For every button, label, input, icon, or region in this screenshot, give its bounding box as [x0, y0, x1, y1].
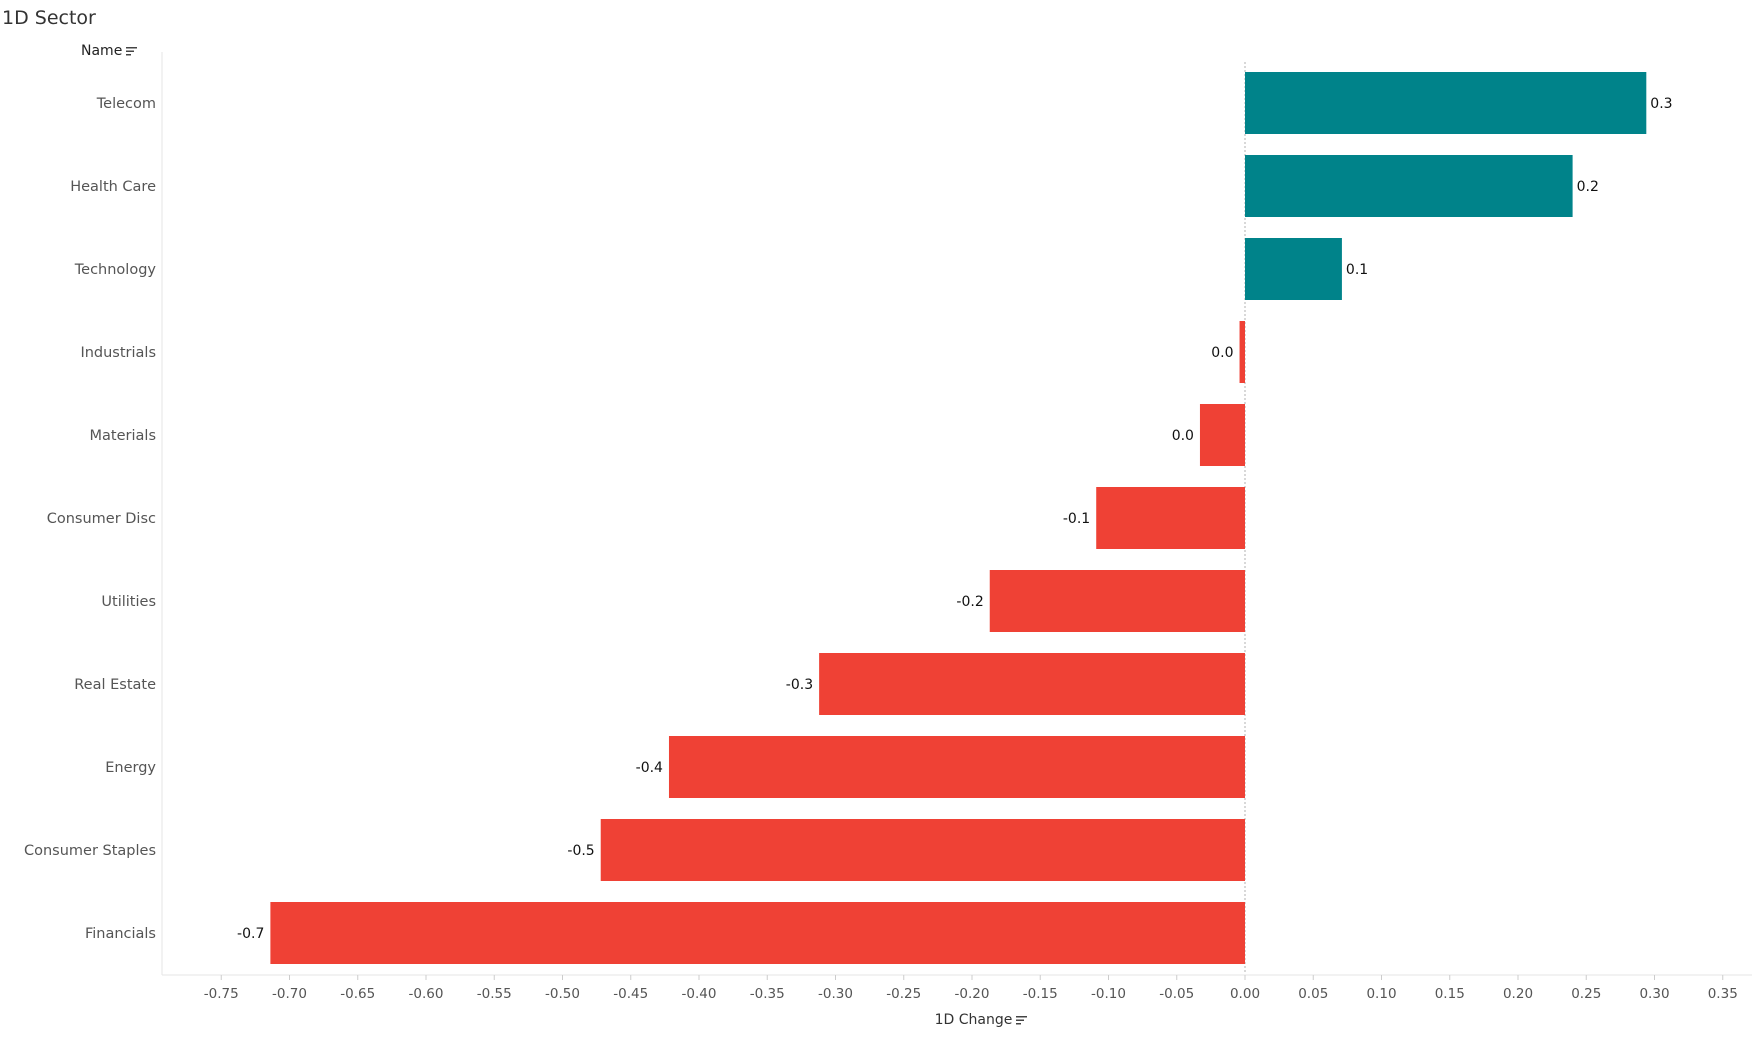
data-label: 0.2 [1577, 179, 1599, 195]
data-label: -0.5 [567, 843, 594, 859]
bar[interactable] [1199, 404, 1245, 466]
category-label: Health Care [70, 179, 156, 195]
category-label: Energy [105, 760, 156, 776]
x-tick-label: -0.10 [1091, 986, 1126, 1002]
bar[interactable] [270, 902, 1245, 964]
category-label: Consumer Staples [24, 843, 156, 859]
bar[interactable] [1245, 238, 1342, 300]
x-tick-label: 0.15 [1435, 986, 1465, 1002]
x-tick-label: -0.60 [409, 986, 444, 1002]
row-header-label: Name [81, 43, 123, 59]
data-label: -0.2 [956, 594, 983, 610]
x-tick-label: -0.70 [272, 986, 307, 1002]
data-label: -0.1 [1063, 511, 1090, 527]
data-label: -0.3 [786, 677, 813, 693]
x-tick-label: -0.40 [682, 986, 717, 1002]
x-tick-label: 0.10 [1366, 986, 1396, 1002]
data-label: 0.0 [1172, 428, 1194, 444]
category-label: Materials [90, 428, 156, 444]
x-tick-label: -0.15 [1023, 986, 1058, 1002]
x-tick-label: 0.05 [1298, 986, 1328, 1002]
bar[interactable] [600, 819, 1245, 881]
category-label: Telecom [96, 96, 156, 112]
x-tick-label: -0.50 [545, 986, 580, 1002]
category-label: Real Estate [74, 677, 156, 693]
x-tick-label: -0.45 [613, 986, 648, 1002]
x-tick-label: -0.25 [886, 986, 921, 1002]
data-label: -0.7 [237, 926, 264, 942]
x-tick-label: -0.30 [818, 986, 853, 1002]
sort-icon[interactable] [1016, 1015, 1028, 1025]
category-label: Industrials [80, 345, 156, 361]
data-label: 0.3 [1650, 96, 1672, 112]
bar[interactable] [819, 653, 1245, 715]
category-label: Utilities [101, 594, 156, 610]
x-tick-label: -0.35 [750, 986, 785, 1002]
category-label: Consumer Disc [47, 511, 156, 527]
bar[interactable] [989, 570, 1245, 632]
x-axis-title-group[interactable]: 1D Change [935, 1012, 1028, 1028]
sort-icon[interactable] [126, 46, 138, 56]
row-header[interactable]: Name [81, 43, 138, 59]
data-label: 0.0 [1211, 345, 1233, 361]
x-tick-label: 0.30 [1639, 986, 1669, 1002]
x-tick-label: -0.20 [955, 986, 990, 1002]
bar[interactable] [1245, 72, 1647, 134]
category-label: Financials [85, 926, 156, 942]
data-label: 0.1 [1346, 262, 1368, 278]
x-tick-label: 0.35 [1708, 986, 1738, 1002]
x-axis-title: 1D Change [934, 1012, 1013, 1028]
bar[interactable] [1245, 155, 1573, 217]
x-tick-label: -0.55 [477, 986, 512, 1002]
bar[interactable] [1096, 487, 1245, 549]
x-tick-label: 0.00 [1230, 986, 1260, 1002]
x-tick-label: -0.65 [340, 986, 375, 1002]
bar[interactable] [1239, 321, 1245, 383]
x-tick-label: -0.75 [204, 986, 239, 1002]
bar[interactable] [668, 736, 1245, 798]
data-label: -0.4 [636, 760, 663, 776]
x-tick-label: -0.05 [1159, 986, 1194, 1002]
category-label: Technology [74, 262, 157, 278]
x-tick-label: 0.20 [1503, 986, 1533, 1002]
x-axis-title-row: 1D Change [0, 1012, 1756, 1028]
x-tick-label: 0.25 [1571, 986, 1601, 1002]
chart-title: 1D Sector [2, 7, 96, 29]
